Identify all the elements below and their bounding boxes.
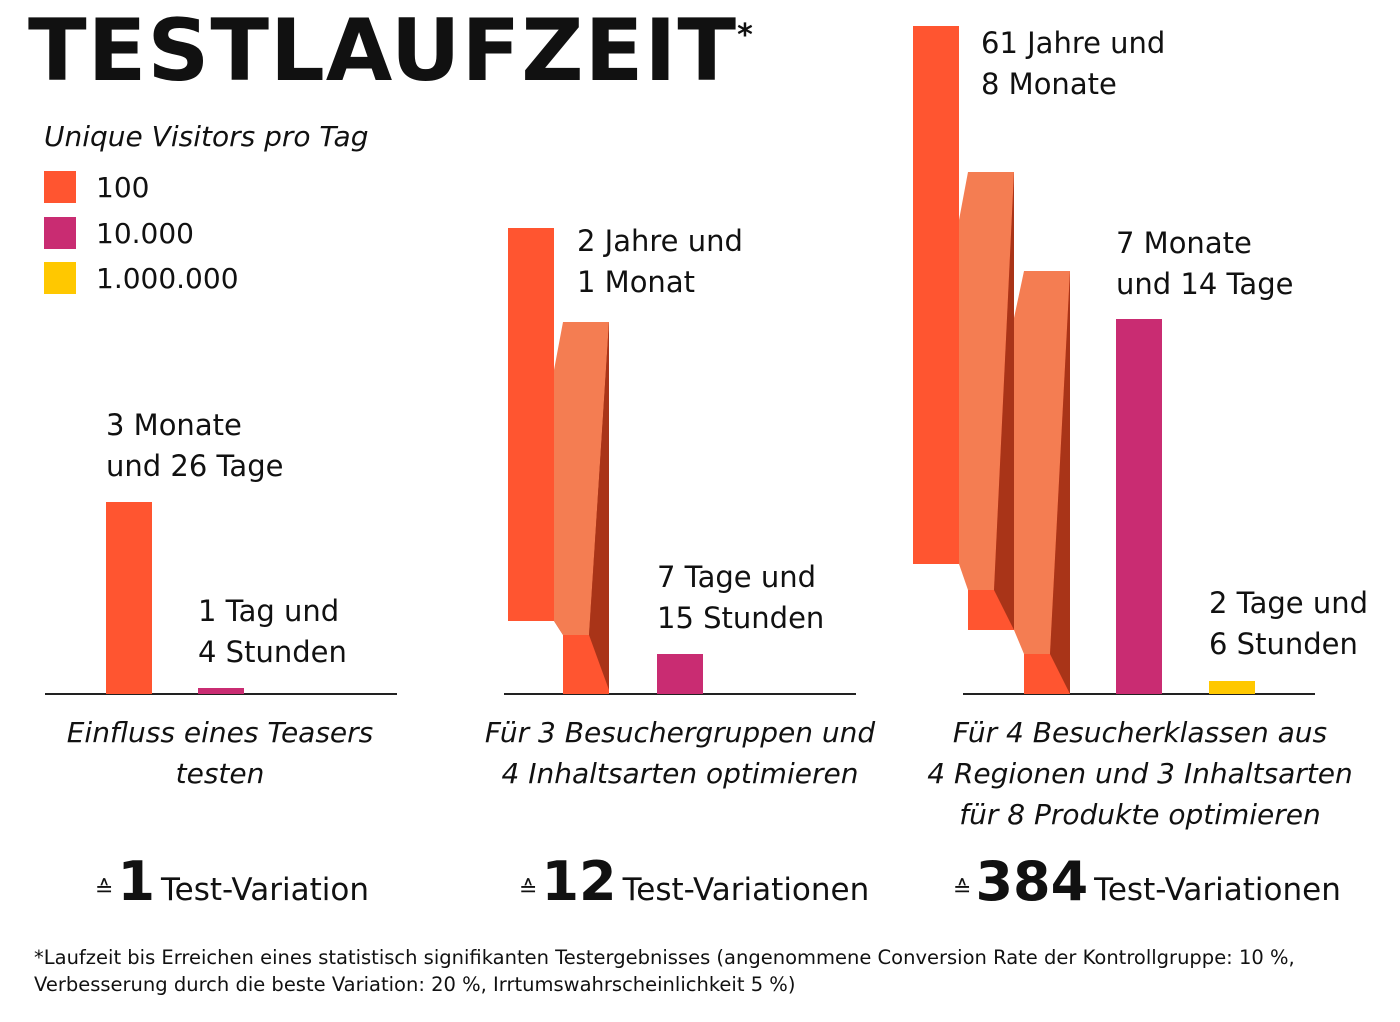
variation-label: Test-Variationen — [1094, 872, 1341, 908]
bar-g3-100-segment-1 — [913, 26, 959, 564]
legend-label-100: 100 — [96, 170, 150, 204]
caption-group-3: Für 4 Besucherklassen aus 4 Regionen und… — [927, 716, 1353, 831]
variation-count: 12 — [541, 850, 617, 913]
bar-g2-100-fold-edge — [589, 322, 609, 690]
caption-group-1: Einfluss eines Teasers testen — [66, 716, 374, 790]
bar-g2-100 — [508, 228, 609, 694]
bar-g3-10000 — [1116, 319, 1162, 694]
legend-swatch-100 — [44, 171, 76, 203]
legend-label-1000000: 1.000.000 — [96, 261, 239, 295]
title-footnote-mark: * — [737, 18, 754, 53]
legend-swatch-10000 — [44, 217, 76, 249]
bar-g2-100-fold — [554, 322, 609, 635]
bar-g1-100 — [106, 502, 152, 694]
chart-title: TESTLAUFZEIT* — [28, 6, 754, 96]
legend-item-10000: 10.000 — [44, 213, 194, 253]
data-label-g1-10000: 1 Tag und 4 Stunden — [198, 594, 347, 669]
bar-g3-100 — [913, 26, 1070, 694]
data-label-g2-100: 2 Jahre und 1 Monat — [577, 224, 743, 299]
legend-label-10000: 10.000 — [96, 216, 194, 250]
variation-count: 384 — [975, 850, 1089, 913]
data-label-g3-1000000: 2 Tage und 6 Stunden — [1209, 586, 1368, 661]
footnote: *Laufzeit bis Erreichen eines statistisc… — [34, 946, 1295, 996]
data-label-g3-10000: 7 Monate und 14 Tage — [1116, 226, 1294, 301]
equiv-symbol: ≙ — [95, 877, 114, 902]
data-label-g3-100: 61 Jahre und 8 Monate — [981, 26, 1166, 101]
bar-g3-100-fold-1-edge — [994, 172, 1014, 630]
bar-g2-10000 — [657, 654, 703, 694]
data-label-g2-10000: 7 Tage und 15 Stunden — [657, 560, 825, 635]
variation-label: Test-Variationen — [622, 872, 870, 908]
data-label-g1-100: 3 Monate und 26 Tage — [106, 408, 284, 483]
variation-count: 1 — [117, 850, 156, 913]
legend-swatch-1000000 — [44, 262, 76, 294]
legend-item-100: 100 — [44, 167, 149, 207]
legend-item-1000000: 1.000.000 — [44, 258, 239, 298]
variation-label: Test-Variation — [161, 872, 369, 908]
bar-g1-10000 — [198, 688, 244, 694]
legend-title: Unique Visitors pro Tag — [44, 120, 369, 153]
caption-group-2: Für 3 Besuchergruppen und 4 Inhaltsarten… — [484, 716, 876, 790]
variation-group-1: ≙ 1 Test-Variation — [95, 850, 369, 913]
variation-group-2: ≙ 12 Test-Variationen — [519, 850, 869, 913]
title-text: TESTLAUFZEIT — [28, 1, 738, 101]
equiv-symbol: ≙ — [519, 877, 538, 902]
bar-g3-100-fold-2-edge — [1050, 271, 1070, 694]
bar-g3-1000000 — [1209, 681, 1255, 694]
bar-g3-100-fold-2 — [1014, 271, 1070, 654]
variation-group-3: ≙ 384 Test-Variationen — [953, 850, 1341, 913]
bar-g2-100-top-segment — [508, 228, 554, 621]
equiv-symbol: ≙ — [953, 877, 972, 902]
bar-g3-100-fold-1 — [959, 172, 1014, 590]
